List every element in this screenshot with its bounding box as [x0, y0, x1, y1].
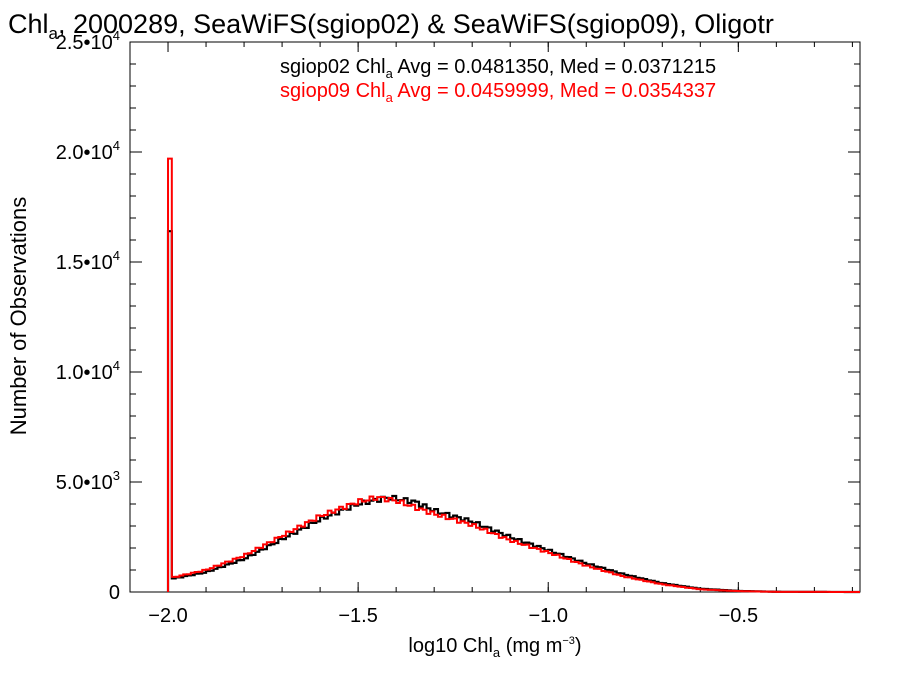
y-axis-label: Number of Observations: [6, 197, 31, 435]
y-tick-label-5: 2.5•104: [56, 28, 120, 54]
y-tick-label-0: 0: [109, 582, 120, 604]
y-tick-label-4: 2.0•104: [56, 138, 120, 164]
x-tick-label-0: −2.0: [148, 605, 187, 627]
x-tick-label-1: −1.5: [338, 605, 377, 627]
series-line-sgiop09: [167, 157, 860, 593]
y-tick-label-3: 1.5•104: [56, 248, 120, 274]
legend-entry-sgiop02: sgiop02 Chla Avg = 0.0481350, Med = 0.03…: [280, 56, 716, 81]
legend-entry-sgiop09: sgiop09 Chla Avg = 0.0459999, Med = 0.03…: [280, 80, 716, 105]
series-line-sgiop02: [166, 230, 860, 594]
series-layer: [166, 157, 860, 594]
y-tick-label-1: 5.0•103: [56, 468, 120, 494]
y-tick-label-2: 1.0•104: [56, 358, 120, 384]
legend: sgiop02 Chla Avg = 0.0481350, Med = 0.03…: [280, 56, 716, 105]
plot-frame: [129, 41, 861, 593]
axis-ticks: −2.0 −1.5 −1.0 −0.5 0 5.0•103 1.0•104 1.5•104 2.…: [56, 28, 860, 627]
chart-title: Chla, 2000289, SeaWiFS(sgiop02) & SeaWiF…: [8, 9, 774, 43]
x-tick-label-3: −0.5: [719, 605, 758, 627]
x-axis-label: log10 Chla (mg m−3): [408, 635, 581, 660]
x-tick-label-2: −1.0: [528, 605, 567, 627]
